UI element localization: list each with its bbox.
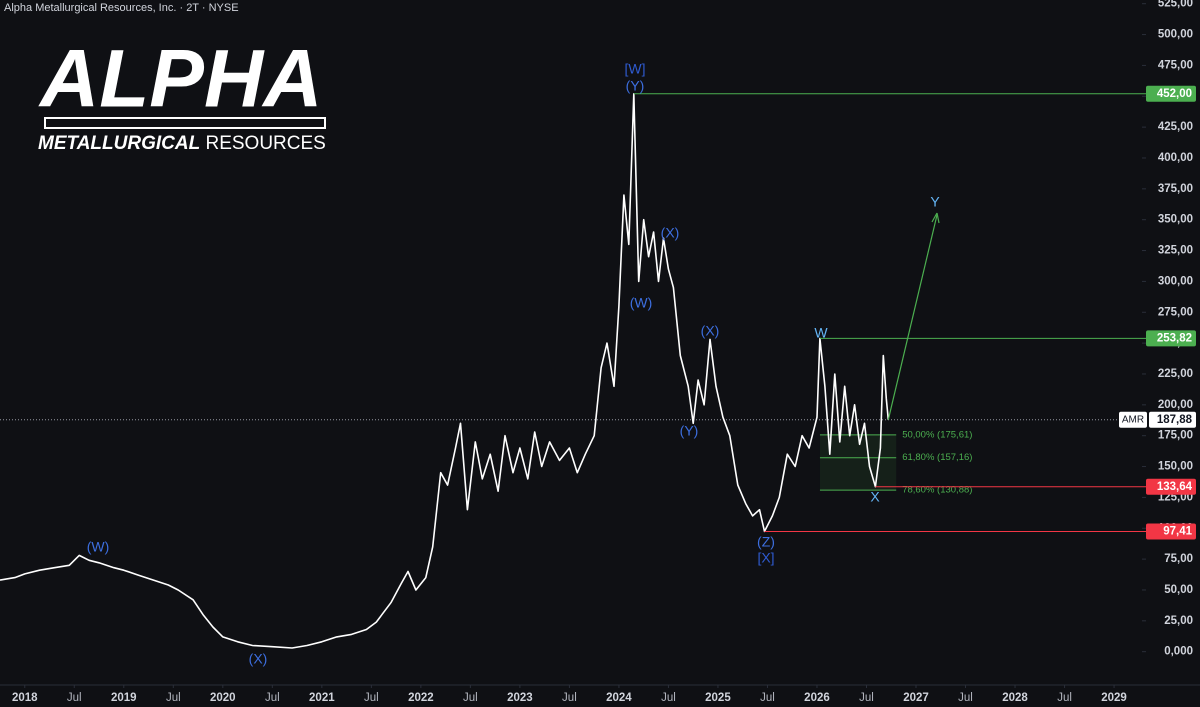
wave-label: (W) bbox=[630, 295, 653, 311]
y-tick-label: 375,00 bbox=[1158, 183, 1193, 195]
y-tick-label: 150,00 bbox=[1158, 461, 1193, 473]
wave-label: (W) bbox=[87, 539, 110, 555]
x-tick-label: 2019 bbox=[111, 692, 137, 704]
wave-label: (Z) bbox=[757, 534, 775, 550]
projection bbox=[887, 214, 938, 420]
x-tick-label: Jul bbox=[166, 692, 181, 704]
logo: ALPHA METALLURGICAL RESOURCES bbox=[38, 34, 326, 154]
level-label: 97,41 bbox=[1163, 525, 1192, 537]
y-tick-label: 225,00 bbox=[1158, 368, 1193, 380]
current-price-tag bbox=[1149, 411, 1196, 428]
x-tick-label: 2020 bbox=[210, 692, 236, 704]
y-tick-label: 25,00 bbox=[1164, 615, 1193, 627]
logo-tagline-rest: RESOURCES bbox=[205, 133, 325, 154]
x-tick-label: Jul bbox=[562, 692, 577, 704]
x-tick-label: 2018 bbox=[12, 692, 38, 704]
y-tick-label: 175,00 bbox=[1158, 430, 1193, 442]
ticker-label: AMR bbox=[1122, 414, 1144, 425]
fib-zone bbox=[819, 434, 897, 491]
fib-label: 61,80% (157,16) bbox=[902, 452, 972, 463]
y-tick-label: 350,00 bbox=[1158, 214, 1193, 226]
y-tick-label: 300,00 bbox=[1158, 275, 1193, 287]
logo-tagline: METALLURGICAL RESOURCES bbox=[38, 133, 326, 154]
y-tick-label: 525,00 bbox=[1158, 0, 1193, 10]
x-tick-label: 2025 bbox=[705, 692, 731, 704]
x-tick-label: 2024 bbox=[606, 692, 632, 704]
x-tick-label: Jul bbox=[67, 692, 82, 704]
y-tick-label: 200,00 bbox=[1158, 399, 1193, 411]
logo-tagline-bold: METALLURGICAL bbox=[38, 133, 200, 154]
y-tick-label: 75,00 bbox=[1164, 553, 1193, 565]
x-tick-label: Jul bbox=[760, 692, 775, 704]
x-tick-label: Jul bbox=[265, 692, 280, 704]
wave-label: (Y) bbox=[680, 423, 699, 439]
x-tick-label: Jul bbox=[463, 692, 478, 704]
x-tick-label: 2029 bbox=[1101, 692, 1127, 704]
fib-label: 50,00% (175,61) bbox=[902, 429, 972, 440]
level-tag bbox=[1146, 85, 1196, 102]
y-tick-label: 425,00 bbox=[1158, 121, 1193, 133]
y-tick-label: 275,00 bbox=[1158, 306, 1193, 318]
projection-head bbox=[931, 212, 940, 224]
chart-title: Alpha Metallurgical Resources, Inc. · 2T… bbox=[4, 2, 239, 14]
level-tag bbox=[1146, 330, 1196, 347]
level-tag bbox=[1146, 523, 1196, 540]
wave-label: (X) bbox=[661, 225, 680, 241]
logo-name: ALPHA bbox=[38, 34, 322, 125]
x-tick-label: Jul bbox=[661, 692, 676, 704]
x-tick-label: 2023 bbox=[507, 692, 533, 704]
y-tick-label: 0,000 bbox=[1164, 646, 1193, 658]
logo-bar bbox=[44, 117, 326, 129]
x-tick-label: 2027 bbox=[903, 692, 929, 704]
level-tag bbox=[1146, 478, 1196, 495]
level-label: 452,00 bbox=[1157, 88, 1192, 100]
x-tick-label: Jul bbox=[364, 692, 379, 704]
level-label: 253,82 bbox=[1157, 332, 1192, 344]
x-tick-label: Jul bbox=[958, 692, 973, 704]
wave-label: (Y) bbox=[626, 78, 645, 94]
current-price-label: 187,88 bbox=[1157, 414, 1193, 426]
wave-label: (X) bbox=[701, 323, 720, 339]
x-tick-label: Jul bbox=[1057, 692, 1072, 704]
x-tick-label: 2021 bbox=[309, 692, 335, 704]
price-line bbox=[0, 93, 890, 649]
wave-label: [X] bbox=[757, 550, 774, 566]
wave-label: X bbox=[870, 489, 880, 505]
wave-label: W bbox=[814, 325, 828, 341]
y-tick-label: 500,00 bbox=[1158, 29, 1193, 41]
wave-label: [W] bbox=[625, 61, 646, 77]
y-tick-label: 400,00 bbox=[1158, 152, 1193, 164]
wave-label: (X) bbox=[249, 651, 268, 667]
fib-label: 78,60% (130,88) bbox=[902, 485, 972, 496]
level-label: 133,64 bbox=[1157, 481, 1193, 493]
x-tick-label: 2028 bbox=[1002, 692, 1028, 704]
x-tick-label: 2026 bbox=[804, 692, 830, 704]
x-tick-label: 2022 bbox=[408, 692, 434, 704]
y-tick-label: 50,00 bbox=[1164, 584, 1193, 596]
y-tick-label: 475,00 bbox=[1158, 59, 1193, 71]
ticker-tag bbox=[1119, 411, 1147, 428]
wave-label: Y bbox=[930, 194, 940, 210]
y-tick-label: 325,00 bbox=[1158, 245, 1193, 257]
x-tick-label: Jul bbox=[859, 692, 874, 704]
